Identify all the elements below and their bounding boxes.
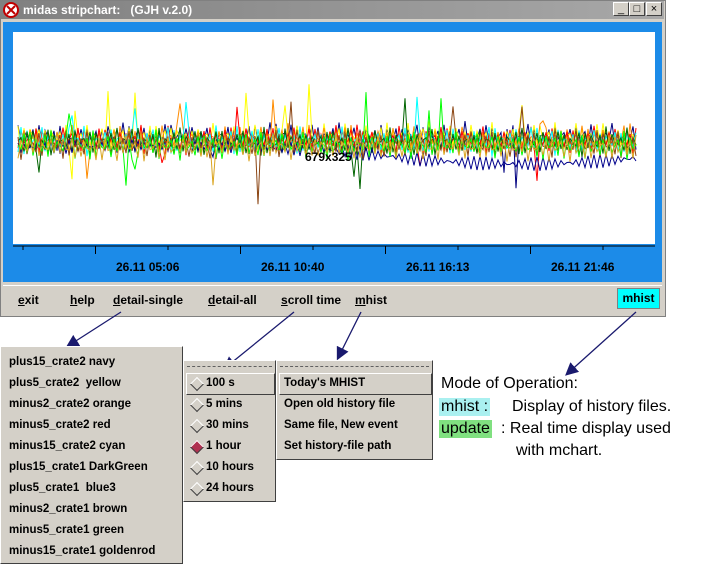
menu-detail-single[interactable]: detail-single (113, 293, 184, 307)
channel-item[interactable]: plus15_crate2 navy (9, 356, 116, 368)
mhist-option[interactable]: Today's MHIST (284, 377, 366, 389)
mode-heading: Mode of Operation: (441, 375, 578, 392)
menu-help[interactable]: help (70, 293, 95, 307)
menu-detail-all[interactable]: detail-all (208, 293, 257, 307)
menu-exit[interactable]: exit (18, 293, 39, 307)
close-button[interactable]: × (646, 2, 662, 16)
channel-item[interactable]: minus15_crate1 goldenrod (9, 545, 156, 557)
channel-item[interactable]: plus5_crate1 blue3 (9, 482, 116, 494)
title-bar[interactable]: midas stripchart: (GJH v.2.0) (1, 1, 664, 19)
trace-line (17, 84, 637, 180)
minimize-button[interactable]: _ (613, 2, 629, 16)
time-tick-1: 26.11 05:06 (116, 260, 180, 274)
time-tick-2: 26.11 10:40 (261, 260, 325, 274)
mhist-option[interactable]: Open old history file (284, 398, 396, 410)
mode-button[interactable]: mhist (617, 288, 660, 309)
channel-item[interactable]: minus15_crate2 cyan (9, 440, 126, 452)
update-description-2: with mchart. (516, 442, 603, 459)
scroll-option[interactable]: 30 mins (206, 419, 249, 431)
menu-exit-label: xit (24, 293, 39, 307)
trace-line (17, 131, 637, 186)
channel-item[interactable]: plus5_crate2 yellow (9, 377, 121, 389)
mhist-description: Display of history files. (512, 398, 672, 415)
scroll-option[interactable]: 24 hours (206, 482, 254, 494)
menu-scroll-time-label: croll time (287, 293, 342, 307)
tear-off-line[interactable] (187, 366, 272, 367)
selected-highlight (279, 373, 432, 395)
channel-item[interactable]: minus5_crate1 green (9, 524, 125, 536)
time-tick-3: 26.11 16:13 (406, 260, 470, 274)
radio-icon[interactable] (189, 481, 205, 497)
channel-item[interactable]: minus2_crate2 orange (9, 398, 132, 410)
menu-detail-single-label: etail-single (120, 293, 184, 307)
scroll-option[interactable]: 1 hour (206, 440, 242, 452)
trace-canvas (17, 84, 637, 205)
update-tag: update (439, 420, 492, 438)
mhist-option[interactable]: Set history-file path (284, 440, 392, 452)
channel-item[interactable]: minus2_crate1 brown (9, 503, 128, 515)
mhist-option[interactable]: Same file, New event (284, 419, 398, 431)
mhist-tag: mhist : (439, 398, 491, 416)
mhist-menu: Today's MHIST Open old history file Same… (276, 360, 433, 460)
radio-icon[interactable] (189, 418, 205, 434)
chart-area[interactable]: 679x325 (13, 32, 655, 244)
menu-help-label: elp (77, 293, 95, 307)
update-description: : Real time display used (501, 420, 671, 437)
chart-frame: 679x325 26.11 05:06 26.11 10:40 26.11 16… (3, 22, 662, 282)
channel-menu: plus15_crate2 navy plus5_crate2 yellow m… (0, 346, 183, 564)
app-icon (3, 2, 19, 18)
scroll-option[interactable]: 5 mins (206, 398, 243, 410)
scroll-option[interactable]: 10 hours (206, 461, 254, 473)
menu-mhist[interactable]: mhist (355, 293, 388, 307)
radio-icon[interactable] (189, 397, 205, 413)
time-tick-4: 26.11 21:46 (551, 260, 615, 274)
selected-highlight (186, 373, 275, 395)
trace-line (17, 101, 637, 205)
radio-selected-icon[interactable] (189, 439, 205, 455)
time-axis (13, 245, 655, 254)
maximize-button[interactable]: □ (629, 2, 645, 16)
size-label: 679x325 (305, 150, 352, 164)
scroll-time-menu: 100 s 5 mins 30 mins 1 hour 10 hours 24 … (183, 360, 276, 502)
scroll-option[interactable]: 100 s (206, 377, 235, 389)
tear-off-line[interactable] (280, 366, 429, 367)
menu-detail-all-label: etail-all (215, 293, 257, 307)
channel-item[interactable]: plus15_crate1 DarkGreen (9, 461, 148, 473)
window-title: midas stripchart: (GJH v.2.0) (23, 3, 193, 17)
menu-mhist-label: hist (365, 293, 388, 307)
menu-bar (3, 285, 662, 314)
channel-item[interactable]: minus5_crate2 red (9, 419, 111, 431)
menu-scroll-time[interactable]: scroll time (281, 293, 342, 307)
radio-icon[interactable] (189, 460, 205, 476)
